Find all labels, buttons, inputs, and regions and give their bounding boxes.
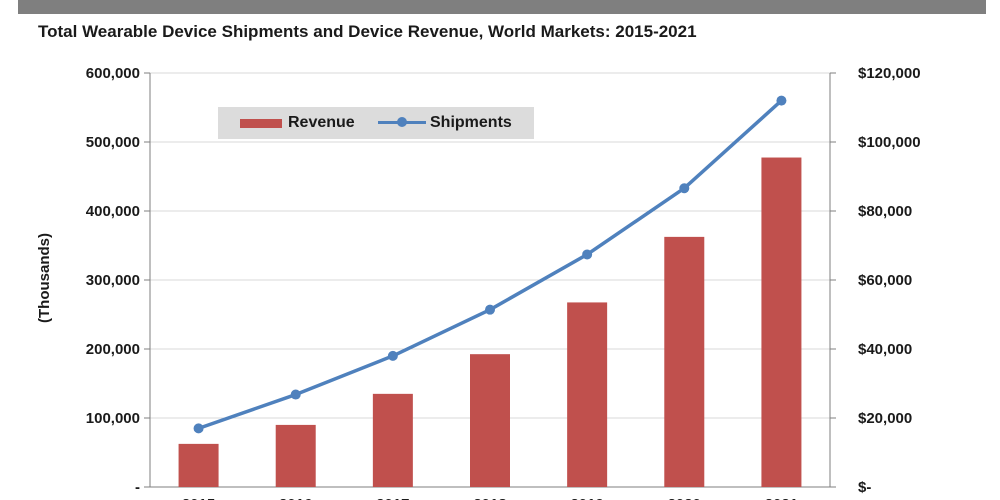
x-tick-label: 2017 (376, 496, 409, 500)
revenue-bar (178, 443, 219, 487)
x-tick-label: 2019 (570, 496, 603, 500)
revenue-bar (470, 354, 510, 487)
y-tick-label: 600,000 (86, 65, 140, 82)
legend-item-shipments: Shipments (378, 107, 512, 139)
y2-tick-label: $80,000 (858, 203, 912, 220)
y-tick-label: 300,000 (86, 272, 140, 289)
shipments-point (290, 389, 301, 400)
y-tick-label: - (135, 479, 140, 496)
legend-shipments-label: Shipments (430, 114, 512, 131)
legend-item-revenue: Revenue (240, 107, 355, 139)
revenue-bar (567, 302, 608, 487)
y-tick-label: 100,000 (86, 410, 140, 427)
x-tick-label: 2018 (473, 496, 506, 500)
revenue-bar (372, 393, 413, 487)
y2-tick-label: $100,000 (858, 134, 921, 151)
y-axis-label: (Thousands) (36, 233, 53, 323)
y2-tick-label: $120,000 (858, 65, 921, 82)
shipments-point (679, 183, 690, 194)
revenue-bar (761, 157, 802, 487)
legend-revenue-swatch (240, 118, 282, 128)
y2-tick-label: $60,000 (858, 272, 912, 289)
chart-title: Total Wearable Device Shipments and Devi… (38, 22, 697, 41)
y2-tick-label: $20,000 (858, 410, 912, 427)
chart-legend: Revenue Shipments (218, 107, 534, 139)
top-divider-bar (18, 0, 986, 14)
y2-tick-label: $- (858, 479, 871, 496)
shipments-point (582, 249, 593, 260)
y-tick-label: 400,000 (86, 203, 140, 220)
shipments-point (387, 350, 398, 361)
shipments-point (193, 423, 204, 434)
legend-revenue-label: Revenue (288, 114, 355, 131)
x-tick-label: 2015 (182, 496, 215, 500)
revenue-bar (275, 424, 316, 487)
shipments-point (485, 304, 495, 315)
x-tick-label: 2020 (668, 496, 701, 500)
y-tick-label: 200,000 (86, 341, 140, 358)
shipments-point (776, 95, 787, 106)
x-tick-label: 2016 (279, 496, 312, 500)
x-tick-label: 2021 (765, 496, 798, 500)
legend-shipments-swatch (378, 107, 426, 139)
revenue-bar (664, 236, 705, 487)
y2-tick-label: $40,000 (858, 341, 912, 358)
y-tick-label: 500,000 (86, 134, 140, 151)
